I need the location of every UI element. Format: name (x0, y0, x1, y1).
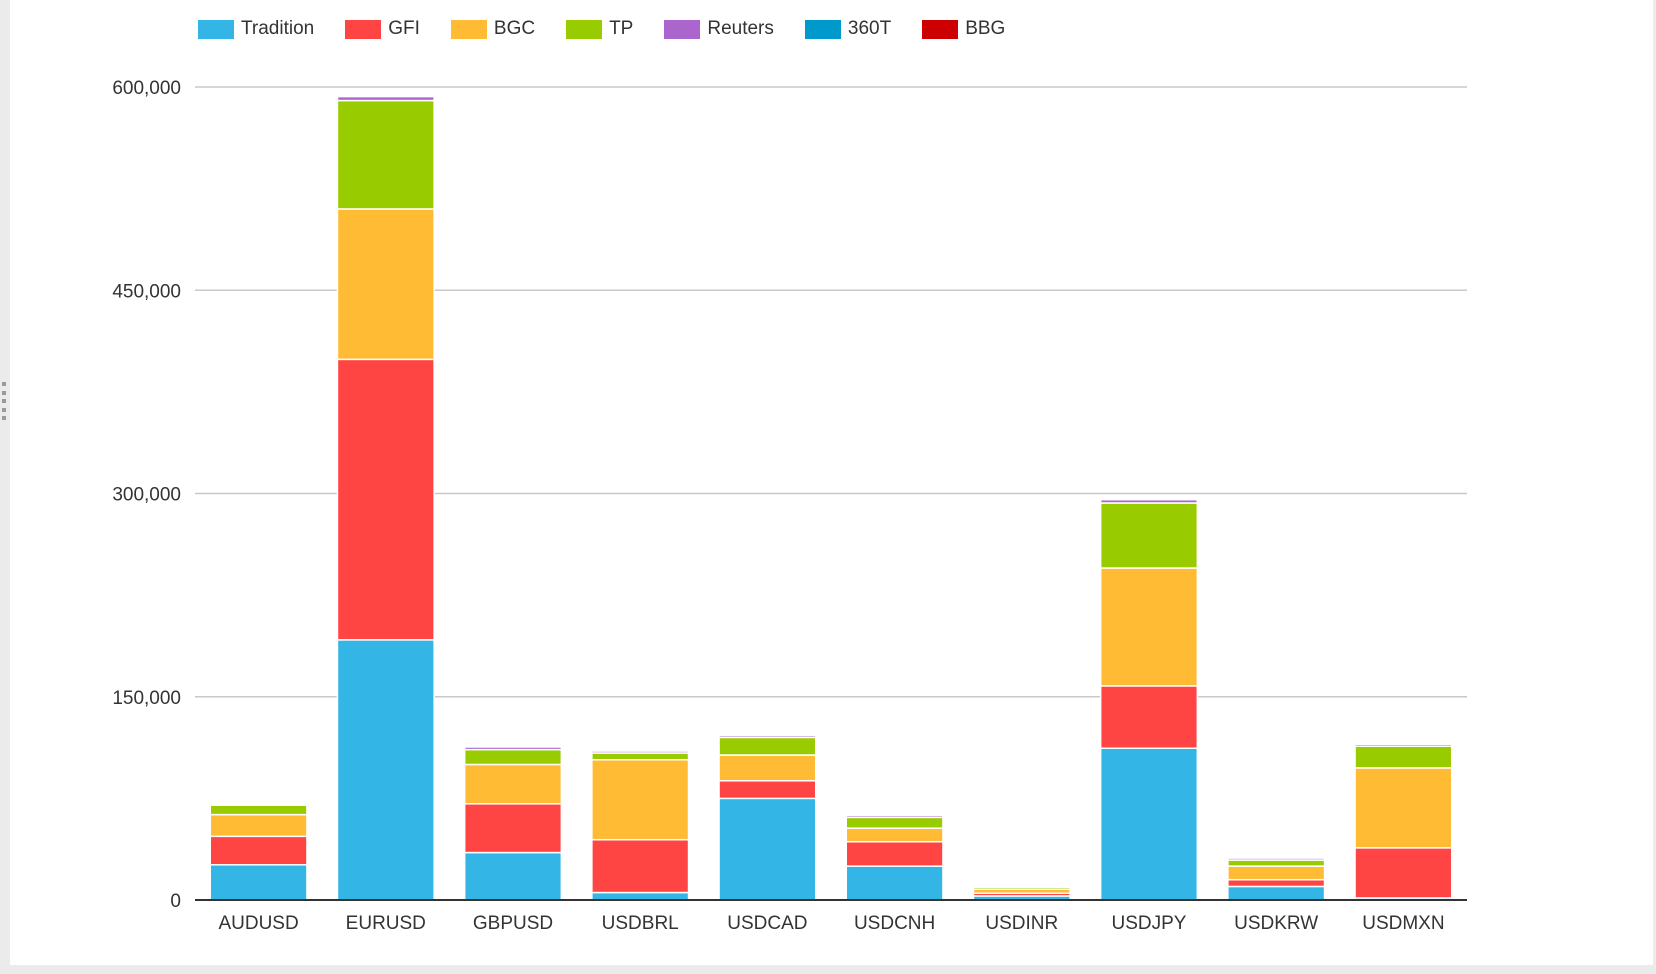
legend-item-tradition[interactable]: Tradition (198, 18, 314, 40)
bar-segment-bgc (718, 754, 817, 782)
bar-segment-gfi (1354, 847, 1453, 899)
bar-segment-bgc (591, 759, 690, 841)
legend-item-gfi[interactable]: GFI (345, 18, 420, 40)
bar-segment-bbg (463, 744, 563, 747)
y-tick-label: 600,000 (112, 78, 181, 99)
bar-segment-bbg (1227, 855, 1326, 859)
legend-label: Reuters (707, 18, 774, 39)
legend-label: Tradition (241, 18, 315, 39)
bar-segment-tp (1354, 745, 1453, 769)
bar-segment-tp (1099, 502, 1199, 569)
bar-segment-gfi (463, 803, 563, 854)
bar-segment-tradition (336, 639, 435, 901)
bar-segment-bgc (209, 813, 308, 838)
bar-stack-audusd (209, 801, 308, 901)
bar-segment-tradition (1227, 885, 1326, 901)
bar-stack-usdjpy (1099, 497, 1199, 901)
legend-swatch (198, 19, 234, 39)
bars (209, 94, 1453, 901)
bar-stack-usdcad (718, 733, 817, 901)
bar-segment-bgc (1099, 567, 1199, 687)
bar-stack-usdmxn (1354, 742, 1453, 901)
bar-segment-gfi (336, 358, 435, 641)
bar-segment-tp (718, 736, 817, 756)
bar-segment-tp (845, 816, 944, 829)
legend-label: TP (609, 18, 634, 39)
bar-segment-bgc (845, 827, 944, 843)
x-tick-label: USDKRW (1234, 913, 1318, 934)
bar-segment-bgc (1227, 865, 1326, 881)
x-tick-label: AUDUSD (218, 913, 298, 934)
bar-segment-tp (591, 752, 690, 761)
bar-segment-tp (209, 804, 308, 816)
bar-stack-gbpusd (463, 744, 563, 901)
x-tick-label: USDJPY (1112, 913, 1187, 934)
bar-stack-usdkrw (1227, 855, 1326, 901)
legend-swatch (922, 19, 959, 39)
y-tick-label: 0 (170, 891, 181, 912)
bar-segment-tp (336, 99, 435, 210)
bar-stack-usdinr (972, 883, 1071, 901)
bar-stack-usdcnh (845, 813, 944, 901)
bar-segment-bgc (463, 763, 563, 805)
legend-label: 360T (847, 18, 892, 39)
legend-item-bbg[interactable]: BBG (922, 18, 1005, 40)
legend-label: GFI (388, 18, 420, 39)
y-tick-label: 300,000 (112, 485, 181, 506)
bar-segment-bbg (209, 801, 308, 804)
y-tick-label: 150,000 (112, 688, 181, 709)
bar-segment-tradition (718, 797, 817, 901)
bar-segment-bbg (1354, 742, 1453, 745)
bar-segment-bbg (718, 733, 817, 736)
bar-segment-bbg (336, 94, 435, 97)
x-tick-label: GBPUSD (473, 913, 553, 934)
legend-swatch (566, 19, 603, 39)
bar-segment-bgc (1354, 767, 1453, 849)
bar-stack-eurusd (336, 94, 435, 901)
x-tick-label: USDCAD (727, 913, 807, 934)
bar-segment-gfi (1227, 878, 1326, 888)
bar-segment-gfi (209, 835, 308, 866)
y-axis-ticks: 0 150,000 300,000 450,000 600,000 (112, 78, 181, 912)
x-tick-label: USDINR (985, 913, 1058, 934)
y-tick-label: 450,000 (112, 281, 181, 302)
x-tick-label: EURUSD (346, 913, 426, 934)
bar-segment-tradition (845, 865, 944, 901)
bar-segment-tradition (591, 891, 690, 901)
bar-segment-bbg (845, 813, 944, 816)
legend-item-tp[interactable]: TP (566, 18, 633, 40)
bar-segment-gfi (718, 780, 817, 800)
bar-segment-bbg (972, 883, 1071, 886)
bar-segment-tp (463, 748, 563, 766)
bar-segment-tradition (1099, 747, 1199, 901)
legend-item-360t[interactable]: 360T (804, 18, 892, 40)
bar-segment-bbg (591, 748, 690, 752)
legend-item-bgc[interactable]: BGC (450, 18, 536, 40)
bar-segment-tradition (463, 851, 563, 901)
bar-segment-gfi (1099, 685, 1199, 749)
bar-segment-gfi (845, 840, 944, 867)
x-tick-label: USDBRL (602, 913, 679, 934)
chart-legend: Tradition GFI BGC TP Reuters 360T BBG (198, 18, 1036, 40)
legend-label: BBG (965, 18, 1006, 39)
legend-swatch (345, 19, 382, 39)
legend-swatch (664, 19, 701, 39)
resize-grip-handle[interactable] (2, 382, 6, 420)
legend-label: BGC (493, 18, 536, 39)
legend-swatch (450, 19, 487, 39)
legend-swatch (804, 19, 841, 39)
bar-segment-tp (1227, 859, 1326, 867)
bar-segment-bgc (336, 208, 435, 361)
legend-item-reuters[interactable]: Reuters (664, 18, 774, 40)
x-tick-label: USDMXN (1362, 913, 1444, 934)
bar-stack-usdbrl (591, 748, 690, 901)
x-tick-label: USDCNH (854, 913, 935, 934)
bar-segment-tradition (209, 864, 308, 901)
x-axis-ticks: AUDUSD EURUSD GBPUSD USDBRL USDCAD USDCNH USDI… (218, 913, 1444, 934)
bar-segment-gfi (591, 838, 690, 894)
bar-segment-bbg (1099, 497, 1199, 500)
